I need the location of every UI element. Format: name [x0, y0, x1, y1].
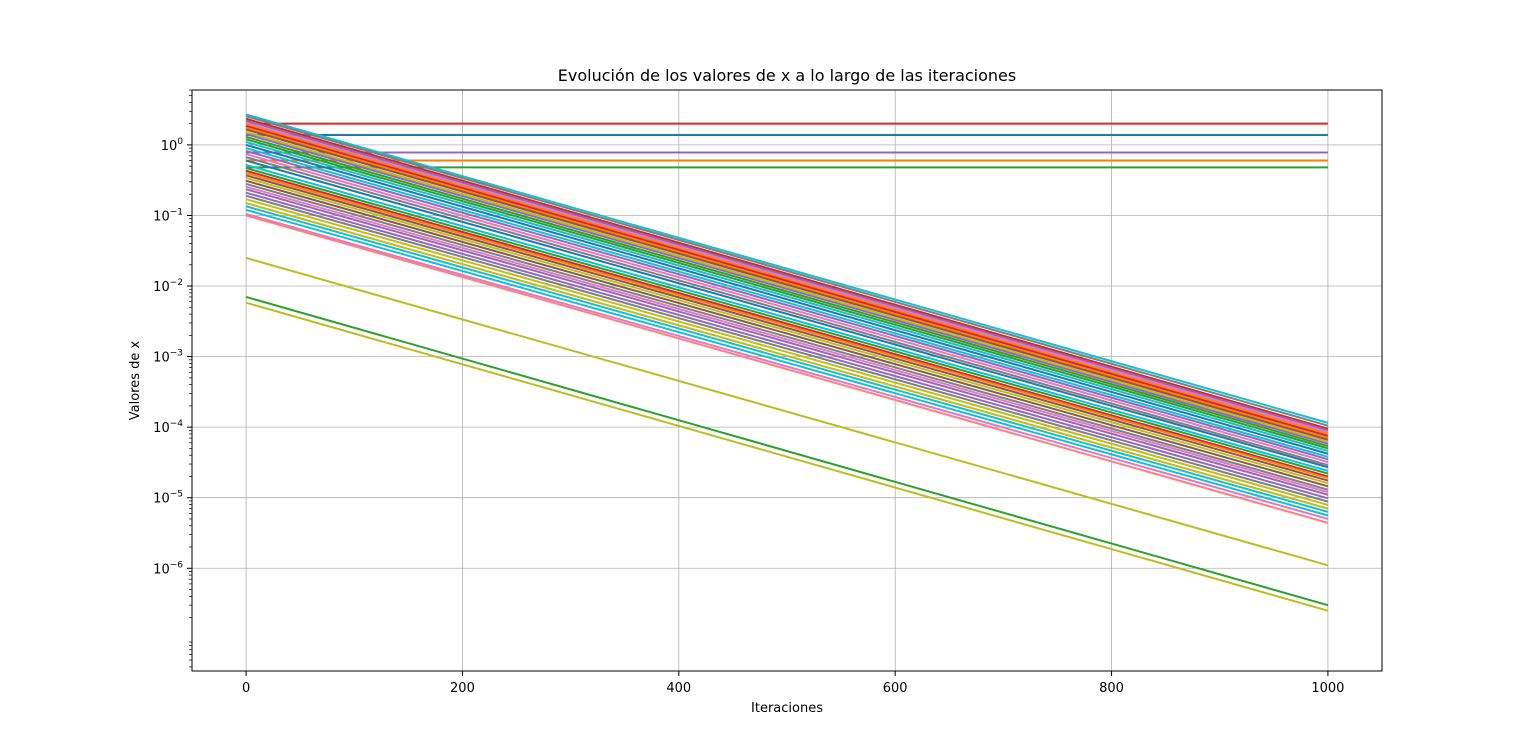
- series-line-24: [245, 156, 1329, 467]
- series-line-46: [245, 301, 1329, 612]
- series-line-39: [245, 202, 1329, 510]
- y-tick-label: 10−3: [153, 349, 183, 366]
- series-line-23: [245, 153, 1329, 464]
- series-line-10: [245, 121, 1329, 434]
- x-tick-label: 0: [242, 681, 250, 696]
- plot-frame: [191, 89, 1383, 672]
- y-tick-label: 10−6: [153, 560, 183, 577]
- x-tick-label: 200: [450, 681, 475, 696]
- series-line-19: [245, 141, 1329, 452]
- y-tick-label: 10−5: [153, 490, 183, 507]
- series-line-14: [245, 128, 1329, 441]
- series-line-9: [245, 119, 1329, 432]
- series-line-7: [245, 115, 1329, 427]
- y-axis-title: Valores de x: [128, 340, 143, 420]
- x-tick-label: 400: [666, 681, 691, 696]
- series-line-6: [245, 113, 1329, 424]
- series-line-21: [245, 147, 1329, 458]
- x-axis-ticks: 0 200 400 600 800 1000: [242, 671, 1344, 696]
- y-axis-ticks: 10−6 10−5 10−4 10−3 10−2 10−1 100: [153, 89, 192, 668]
- x-tick-label: 1000: [1311, 681, 1344, 696]
- series-line-20: [245, 143, 1329, 455]
- series-line-12: [245, 125, 1329, 437]
- series-line-22: [245, 150, 1329, 461]
- series-line-33: [245, 182, 1329, 491]
- series-line-17: [245, 135, 1329, 447]
- chart-title: Evolución de los valores de x a lo largo…: [558, 66, 1016, 85]
- series-line-31: [245, 177, 1329, 485]
- series-line-30: [245, 174, 1329, 482]
- x-tick-label: 800: [1099, 681, 1124, 696]
- x-tick-label: 600: [883, 681, 908, 696]
- series-line-8: [245, 117, 1329, 430]
- series-line-26: [245, 163, 1329, 472]
- series-line-11: [245, 123, 1329, 435]
- series-line-27: [245, 167, 1329, 475]
- series-line-15: [245, 131, 1329, 443]
- series-line-18: [245, 138, 1329, 450]
- series-line-40: [245, 205, 1329, 513]
- series-lines: [245, 113, 1329, 612]
- series-line-45: [245, 295, 1329, 607]
- series-line-36: [245, 191, 1329, 500]
- series-line-16: [245, 133, 1329, 445]
- series-line-28: [245, 169, 1329, 478]
- series-line-37: [245, 194, 1329, 503]
- y-tick-label: 10−1: [153, 207, 183, 224]
- series-line-13: [245, 126, 1329, 440]
- series-line-38: [245, 198, 1329, 506]
- x-axis-title: Iteraciones: [751, 701, 823, 716]
- y-tick-label: 10−4: [153, 419, 183, 436]
- series-line-34: [245, 185, 1329, 494]
- y-tick-label: 10−2: [153, 278, 183, 295]
- series-line-32: [245, 179, 1329, 488]
- series-line-25: [245, 159, 1329, 469]
- series-line-35: [245, 188, 1329, 496]
- series-line-44: [245, 256, 1329, 567]
- series-line-29: [245, 172, 1329, 480]
- series-line-41: [245, 208, 1329, 517]
- series-line-43: [245, 214, 1329, 524]
- y-tick-label: 100: [161, 137, 184, 154]
- series-line-42: [245, 213, 1329, 520]
